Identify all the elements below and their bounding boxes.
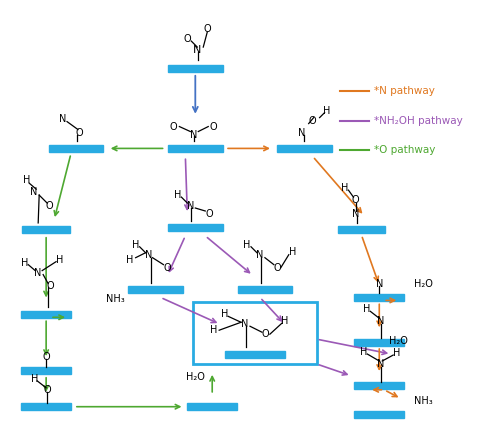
- Bar: [22, 368, 71, 374]
- Text: O: O: [206, 209, 213, 219]
- Text: O: O: [75, 127, 83, 138]
- Text: O: O: [170, 122, 177, 132]
- Text: O: O: [44, 385, 51, 395]
- Text: H: H: [174, 190, 181, 200]
- Bar: [354, 294, 404, 301]
- Text: N: N: [352, 209, 359, 219]
- Bar: [338, 226, 385, 233]
- Bar: [22, 226, 70, 233]
- Text: O: O: [184, 34, 191, 44]
- Text: H: H: [394, 348, 401, 358]
- Text: NH₃: NH₃: [106, 295, 124, 304]
- Text: H: H: [132, 240, 140, 250]
- Text: N: N: [256, 250, 264, 260]
- Text: NH₃: NH₃: [414, 396, 433, 406]
- Text: O: O: [210, 122, 217, 132]
- Text: O: O: [42, 352, 50, 362]
- Bar: [238, 286, 292, 293]
- Bar: [168, 225, 222, 231]
- Bar: [188, 403, 237, 410]
- Bar: [168, 145, 222, 152]
- Text: H: H: [244, 240, 250, 250]
- Text: H: H: [362, 304, 370, 314]
- Text: H: H: [281, 316, 288, 326]
- Bar: [194, 303, 316, 364]
- Text: N: N: [60, 114, 66, 124]
- Text: N: N: [34, 268, 42, 278]
- Bar: [22, 403, 71, 410]
- Text: H: H: [20, 258, 28, 268]
- Text: H: H: [56, 255, 64, 265]
- Text: *N pathway: *N pathway: [374, 86, 435, 96]
- Bar: [48, 145, 104, 152]
- Text: O: O: [352, 195, 359, 205]
- Text: H: H: [341, 183, 348, 193]
- Bar: [278, 145, 332, 152]
- Bar: [354, 382, 404, 390]
- Text: O: O: [204, 24, 211, 34]
- Text: H: H: [323, 106, 330, 116]
- Text: N: N: [193, 45, 202, 55]
- Text: H: H: [289, 247, 296, 257]
- Bar: [22, 311, 71, 318]
- Text: N: N: [186, 201, 194, 211]
- Text: H₂O: H₂O: [414, 279, 433, 289]
- Text: N: N: [376, 316, 384, 326]
- Text: H: H: [22, 175, 30, 185]
- Text: N: N: [376, 359, 384, 369]
- Text: O: O: [164, 262, 172, 273]
- Bar: [354, 338, 404, 346]
- Text: H₂O: H₂O: [389, 336, 408, 346]
- Bar: [128, 286, 183, 293]
- Bar: [225, 351, 285, 357]
- Text: H: H: [360, 347, 367, 357]
- Text: N: N: [242, 319, 248, 329]
- Text: H: H: [126, 255, 134, 265]
- Text: O: O: [273, 262, 280, 273]
- Text: *NH₂OH pathway: *NH₂OH pathway: [374, 116, 463, 126]
- Text: O: O: [309, 116, 316, 126]
- Text: N: N: [376, 279, 383, 289]
- Text: O: O: [261, 329, 268, 339]
- Text: O: O: [46, 281, 54, 292]
- Text: H: H: [30, 374, 38, 384]
- Text: N: N: [145, 250, 152, 260]
- Text: H: H: [210, 325, 217, 335]
- Text: *O pathway: *O pathway: [374, 146, 436, 155]
- Text: N: N: [30, 187, 37, 197]
- Text: O: O: [46, 201, 53, 211]
- Bar: [168, 65, 222, 73]
- Bar: [354, 411, 404, 418]
- Text: H: H: [222, 309, 229, 319]
- Text: H₂O: H₂O: [186, 372, 204, 382]
- Text: N: N: [190, 130, 197, 140]
- Text: N: N: [298, 127, 306, 138]
